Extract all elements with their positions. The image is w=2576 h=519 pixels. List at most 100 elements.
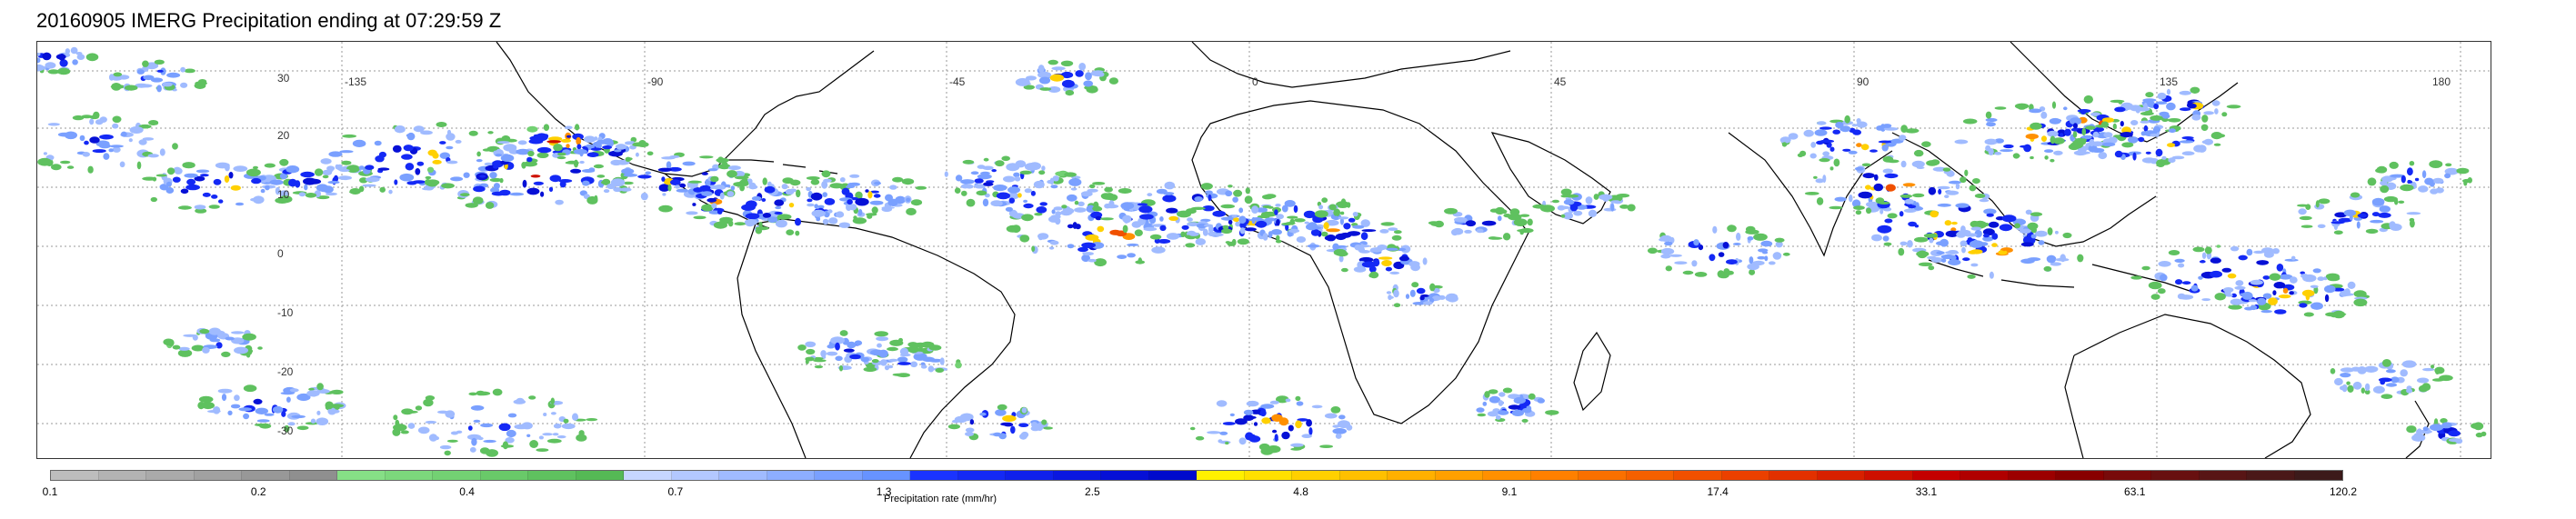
precip-cell <box>1195 435 1205 441</box>
precip-cell <box>234 346 248 354</box>
precip-cell <box>1220 216 1236 221</box>
precip-cell <box>166 72 181 78</box>
precip-cell <box>1272 429 1278 434</box>
colorbar-swatch <box>146 471 195 480</box>
precip-cell <box>498 423 511 432</box>
precip-cell <box>2203 111 2215 115</box>
precip-cell <box>637 175 652 179</box>
precip-cell <box>839 330 848 336</box>
precip-cell <box>1259 409 1267 417</box>
precip-cell <box>1147 193 1153 197</box>
precip-cell <box>661 176 666 182</box>
precip-cell <box>2214 293 2226 301</box>
precip-cell <box>701 172 708 175</box>
precip-cell <box>2014 103 2030 110</box>
precip-cell <box>1269 400 1279 404</box>
precip-cell <box>1498 392 1506 397</box>
precip-cell <box>822 192 827 198</box>
precip-cell <box>2278 294 2291 299</box>
precip-cell <box>1244 227 1258 232</box>
precip-cell <box>847 341 857 349</box>
precip-cell <box>836 211 845 218</box>
precip-cell <box>1964 169 1969 176</box>
precip-cell <box>1188 232 1199 236</box>
precip-cell <box>2406 212 2421 215</box>
colorbar-swatch <box>1101 471 1149 480</box>
precip-cell <box>1100 193 1111 200</box>
precip-cell <box>1856 118 1861 124</box>
precip-cell <box>2168 157 2176 164</box>
precip-cell <box>2070 117 2082 125</box>
precip-cell <box>1871 235 1878 239</box>
precip-cell <box>2364 389 2371 394</box>
precip-cell <box>1237 238 1249 245</box>
precip-cell <box>2334 377 2343 386</box>
precip-cell <box>2044 149 2054 153</box>
precip-cell <box>2222 287 2234 293</box>
precip-cell <box>470 404 485 411</box>
precip-cell <box>1482 401 1488 406</box>
precip-cell <box>213 178 222 185</box>
colorbar-swatch <box>194 471 242 480</box>
precip-cell <box>1010 425 1016 434</box>
precip-cell <box>1127 253 1136 258</box>
precip-cell <box>1202 205 1215 212</box>
precip-cell <box>536 146 552 154</box>
precip-cell <box>788 203 795 208</box>
precip-cell <box>755 227 763 235</box>
precip-cell <box>284 424 290 433</box>
precip-cell <box>2020 242 2034 247</box>
precip-cell <box>693 215 707 220</box>
precip-cell <box>566 135 571 138</box>
precip-cell <box>983 157 989 162</box>
precip-cell <box>526 156 533 163</box>
precip-cell <box>1225 441 1229 445</box>
colorbar-swatch <box>1912 471 1960 480</box>
precip-cell <box>2353 298 2368 307</box>
precip-cell <box>533 181 544 185</box>
precip-cell <box>647 151 654 156</box>
precip-cell <box>505 437 515 444</box>
precip-cell <box>1996 139 2003 143</box>
precip-cell <box>1067 224 1074 229</box>
precip-cell <box>1988 221 2000 228</box>
precip-cell <box>1816 197 1824 205</box>
precip-cell <box>2389 161 2399 169</box>
precip-cell <box>1862 173 1875 179</box>
precip-cell <box>596 139 611 145</box>
precip-cell <box>1747 263 1759 271</box>
precip-cell <box>1218 439 1223 444</box>
precip-cell <box>2340 289 2349 297</box>
precip-cell <box>1238 215 1247 224</box>
precip-cell <box>2228 304 2242 310</box>
precip-cell <box>835 342 840 351</box>
precip-cell <box>56 67 71 75</box>
precip-cell <box>777 214 792 220</box>
precip-cell <box>1031 422 1038 428</box>
precip-cell <box>2181 151 2195 155</box>
precip-cell <box>528 138 544 145</box>
precip-cell <box>998 433 1007 440</box>
precip-cell <box>687 180 702 184</box>
precip-cell <box>446 133 456 141</box>
precip-cell <box>1877 225 1892 234</box>
precip-cell <box>795 217 801 226</box>
precip-cell <box>1219 431 1228 435</box>
precip-cell <box>2003 144 2014 149</box>
precip-cell <box>727 220 734 227</box>
precip-cell <box>2203 138 2213 145</box>
precip-cell <box>2409 161 2415 166</box>
precip-cell <box>401 408 414 415</box>
precip-cell <box>1717 270 1725 278</box>
precip-cell <box>199 328 210 334</box>
colorbar-swatch <box>98 471 146 480</box>
precip-cell <box>113 72 123 77</box>
precipitation-colorbar <box>50 470 2343 481</box>
precip-cell <box>2273 282 2286 289</box>
precip-cell <box>2168 250 2180 255</box>
precip-cell <box>79 135 85 142</box>
precip-cell <box>874 331 888 337</box>
precip-cell <box>81 115 93 119</box>
precip-cell <box>1181 225 1189 230</box>
coastline-caribbean <box>728 159 838 175</box>
